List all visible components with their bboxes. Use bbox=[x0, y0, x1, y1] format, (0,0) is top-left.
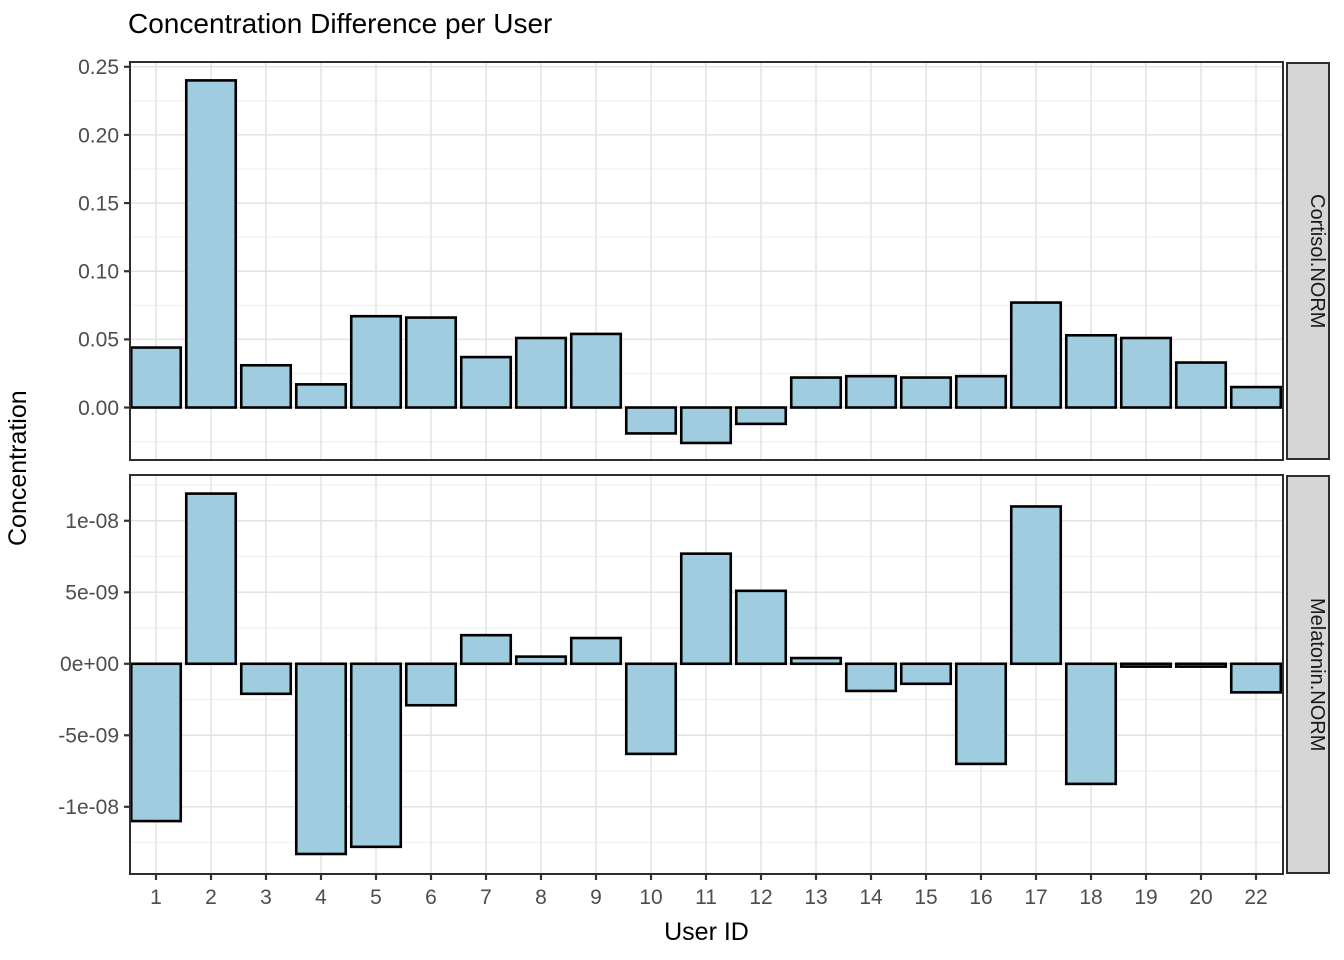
bar-Cortisol.NORM-user-18 bbox=[1064, 333, 1118, 409]
bar-Melatonin.NORM-user-2 bbox=[184, 492, 238, 666]
chart-title: Concentration Difference per User bbox=[128, 8, 553, 39]
facet-strip-label: Melatonin.NORM bbox=[1306, 597, 1328, 752]
bar-Melatonin.NORM-user-1 bbox=[129, 662, 183, 823]
x-tick-label: 7 bbox=[480, 886, 492, 909]
bar-Cortisol.NORM-user-6 bbox=[404, 316, 458, 409]
bar-Melatonin.NORM-user-19 bbox=[1119, 662, 1173, 668]
bar-Melatonin.NORM-user-11 bbox=[679, 552, 733, 666]
y-tick-label: 1e-08 bbox=[65, 510, 119, 533]
x-tick-label: 6 bbox=[425, 886, 437, 909]
x-tick-label: 19 bbox=[1134, 886, 1157, 909]
x-tick-label: 15 bbox=[914, 886, 937, 909]
x-tick-label: 17 bbox=[1024, 886, 1047, 909]
bar-Cortisol.NORM-user-12 bbox=[734, 406, 788, 426]
x-tick-label: 12 bbox=[749, 886, 772, 909]
bar-Cortisol.NORM-user-8 bbox=[514, 336, 568, 409]
y-tick-label: 0.20 bbox=[78, 124, 119, 147]
bar-Melatonin.NORM-user-12 bbox=[734, 589, 788, 666]
bar-Cortisol.NORM-user-11 bbox=[679, 406, 733, 445]
bar-Cortisol.NORM-user-13 bbox=[789, 376, 843, 409]
bar-Cortisol.NORM-user-9 bbox=[569, 332, 623, 409]
bar-Cortisol.NORM-user-1 bbox=[129, 346, 183, 409]
bar-Cortisol.NORM-user-2 bbox=[184, 79, 238, 409]
x-tick-label: 22 bbox=[1244, 886, 1267, 909]
y-tick-label: -5e-09 bbox=[58, 725, 119, 748]
y-tick-label: -1e-08 bbox=[58, 796, 119, 819]
facet-strip-cortisol: Cortisol.NORM bbox=[1286, 62, 1330, 460]
bar-Melatonin.NORM-user-9 bbox=[569, 636, 623, 666]
x-tick-label: 18 bbox=[1079, 886, 1102, 909]
bar-Cortisol.NORM-user-22 bbox=[1229, 385, 1283, 409]
y-tick-label: 0.10 bbox=[78, 261, 119, 284]
bar-Melatonin.NORM-user-17 bbox=[1009, 505, 1063, 666]
bar-Cortisol.NORM-user-3 bbox=[239, 363, 293, 409]
bar-Melatonin.NORM-user-6 bbox=[404, 662, 458, 707]
bar-Cortisol.NORM-user-15 bbox=[899, 376, 953, 409]
bar-Cortisol.NORM-user-19 bbox=[1119, 336, 1173, 409]
x-tick-label: 2 bbox=[205, 886, 217, 909]
x-axis-title: User ID bbox=[664, 918, 749, 946]
bar-Cortisol.NORM-user-5 bbox=[349, 314, 403, 409]
bar-Melatonin.NORM-user-7 bbox=[459, 633, 513, 666]
bar-Cortisol.NORM-user-10 bbox=[624, 406, 678, 435]
bar-Cortisol.NORM-user-14 bbox=[844, 374, 898, 409]
bar-Melatonin.NORM-user-5 bbox=[349, 662, 403, 849]
y-tick-label: 0.25 bbox=[78, 56, 119, 79]
x-tick-label: 3 bbox=[260, 886, 272, 909]
x-tick-label: 4 bbox=[315, 886, 327, 909]
bar-Melatonin.NORM-user-18 bbox=[1064, 662, 1118, 786]
x-tick-label: 1 bbox=[150, 886, 162, 909]
y-tick-label: 5e-09 bbox=[65, 582, 119, 605]
bar-Cortisol.NORM-user-17 bbox=[1009, 301, 1063, 409]
x-tick-label: 14 bbox=[859, 886, 883, 909]
panel-border bbox=[129, 61, 1284, 461]
x-tick-label: 10 bbox=[639, 886, 662, 909]
bar-Melatonin.NORM-user-4 bbox=[294, 662, 348, 856]
x-tick-label: 20 bbox=[1189, 886, 1212, 909]
facet-strip-melatonin: Melatonin.NORM bbox=[1286, 475, 1330, 874]
bar-Cortisol.NORM-user-20 bbox=[1174, 361, 1228, 409]
bar-Melatonin.NORM-user-22 bbox=[1229, 662, 1283, 694]
bar-Melatonin.NORM-user-20 bbox=[1174, 662, 1228, 668]
y-tick-label: 0e+00 bbox=[60, 653, 119, 676]
x-tick-label: 11 bbox=[695, 886, 717, 909]
bar-Cortisol.NORM-user-16 bbox=[954, 374, 1008, 409]
y-tick-label: 0.15 bbox=[78, 192, 119, 215]
y-tick-label: 0.00 bbox=[78, 397, 119, 420]
bar-Melatonin.NORM-user-14 bbox=[844, 662, 898, 693]
x-tick-label: 13 bbox=[804, 886, 827, 909]
bar-Melatonin.NORM-user-16 bbox=[954, 662, 1008, 766]
bar-Melatonin.NORM-user-3 bbox=[239, 662, 293, 696]
bar-Melatonin.NORM-user-15 bbox=[899, 662, 953, 686]
x-tick-label: 8 bbox=[535, 886, 547, 909]
y-tick-label: 0.05 bbox=[78, 329, 119, 352]
facet-strip-label: Cortisol.NORM bbox=[1306, 193, 1328, 329]
x-tick-label: 5 bbox=[370, 886, 382, 909]
bar-Melatonin.NORM-user-13 bbox=[789, 656, 843, 666]
bar-Melatonin.NORM-user-8 bbox=[514, 655, 568, 666]
bar-Cortisol.NORM-user-4 bbox=[294, 383, 348, 409]
x-tick-label: 16 bbox=[969, 886, 992, 909]
bar-Cortisol.NORM-user-7 bbox=[459, 355, 513, 409]
x-tick-label: 9 bbox=[590, 886, 602, 909]
bar-Melatonin.NORM-user-10 bbox=[624, 662, 678, 756]
